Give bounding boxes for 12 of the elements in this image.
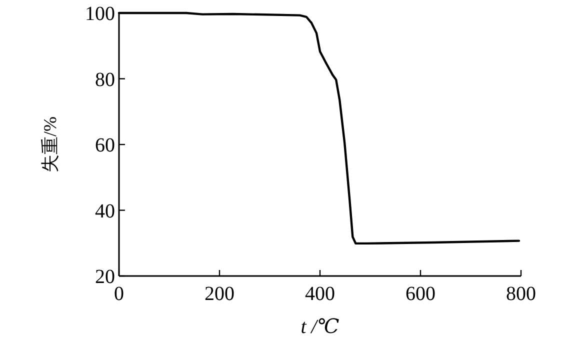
- y-tick-label: 80: [95, 68, 115, 91]
- x-axis-title: t /℃: [300, 316, 340, 338]
- x-tick-label: 0: [114, 283, 124, 305]
- x-tick-label: 400: [305, 283, 335, 305]
- x-tick-label: 600: [406, 283, 436, 305]
- y-tick-label: 20: [95, 266, 115, 288]
- y-axis-title: 失重/%: [40, 116, 60, 172]
- y-tick-label: 60: [95, 134, 115, 156]
- y-tick-label: 100: [85, 3, 115, 25]
- x-tick-label: 800: [506, 283, 536, 305]
- y-tick-label: 40: [95, 200, 115, 222]
- x-tick-label: 200: [204, 283, 234, 305]
